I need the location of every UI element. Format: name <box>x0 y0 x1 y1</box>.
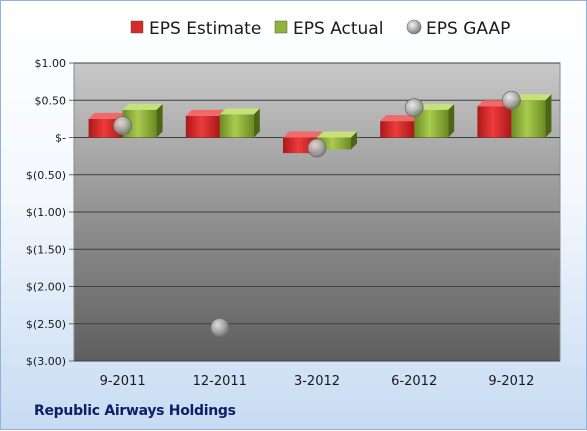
y-tick-label: $(1.00) <box>26 206 66 219</box>
x-tick-label: 12-2011 <box>193 374 247 389</box>
bar-eps-actual-3-2012-side <box>351 131 357 150</box>
gaap-point-9-2011 <box>113 116 132 135</box>
gaap-points <box>113 90 521 337</box>
bar-eps-actual-9-2012-side <box>545 94 552 138</box>
bar-eps-actual-9-2012-top <box>511 94 552 101</box>
gaap-point-12-2011 <box>210 318 230 337</box>
x-axis-ticks: 9-2011 12-2011 3-2012 6-2012 9-2012 <box>100 374 535 389</box>
legend-eps-actual-label: EPS Actual <box>293 19 383 39</box>
bar-eps-actual-9-2011-side <box>156 103 163 138</box>
y-tick-label: $0.50 <box>35 94 67 107</box>
legend-eps-estimate-swatch <box>130 20 144 34</box>
company-name: Republic Airways Holdings <box>34 403 236 419</box>
x-tick-label: 3-2012 <box>294 374 340 389</box>
x-tick-label: 9-2011 <box>100 374 146 389</box>
bar-eps-actual-6-2012-top <box>414 103 455 110</box>
gaap-point-6-2012 <box>404 98 424 118</box>
y-axis-ticks: $1.00 $0.50 $- $(0.50) $(1.00) $(1.50) $(2.00)… <box>26 57 74 368</box>
gridlines <box>74 62 560 362</box>
x-tick-label: 9-2012 <box>488 374 534 389</box>
bar-eps-actual-3-2012 <box>317 137 351 150</box>
gaap-point-3-2012 <box>307 138 327 158</box>
bar-eps-estimate-12-2011 <box>185 115 220 138</box>
bar-eps-estimate-3-2012-top <box>283 131 323 138</box>
y-tick-label: $1.00 <box>35 57 67 70</box>
y-tick-label: $(3.00) <box>26 355 66 368</box>
y-tick-label: $- <box>55 132 66 145</box>
legend-eps-gaap-swatch <box>406 19 422 35</box>
y-tick-label: $(2.50) <box>26 318 66 331</box>
legend-eps-estimate-label: EPS Estimate <box>149 19 261 39</box>
bar-eps-actual-6-2012-side <box>448 103 455 138</box>
legend-eps-gaap-label: EPS GAAP <box>426 19 510 39</box>
y-tick-label: $(2.00) <box>26 281 66 294</box>
x-tick-label: 6-2012 <box>391 374 437 389</box>
bar-eps-estimate-6-2012 <box>380 121 415 138</box>
y-tick-label: $(1.50) <box>26 243 66 256</box>
bar-eps-estimate-12-2011-top <box>185 109 226 116</box>
legend-eps-actual-swatch <box>274 20 288 34</box>
bar-eps-estimate-6-2012-top <box>380 115 421 122</box>
bar-eps-actual-3-2012-top <box>317 131 357 138</box>
bar-eps-estimate-9-2012 <box>477 106 512 138</box>
legend: EPS Estimate EPS Actual EPS GAAP <box>130 19 510 39</box>
bar-eps-actual-9-2011-top <box>122 103 163 110</box>
bar-eps-actual-12-2011 <box>219 114 254 138</box>
gaap-point-9-2012 <box>501 90 521 110</box>
y-tick-label: $(0.50) <box>26 169 66 182</box>
bar-eps-actual-12-2011-side <box>253 108 260 138</box>
bar-eps-actual-12-2011-top <box>219 108 260 115</box>
